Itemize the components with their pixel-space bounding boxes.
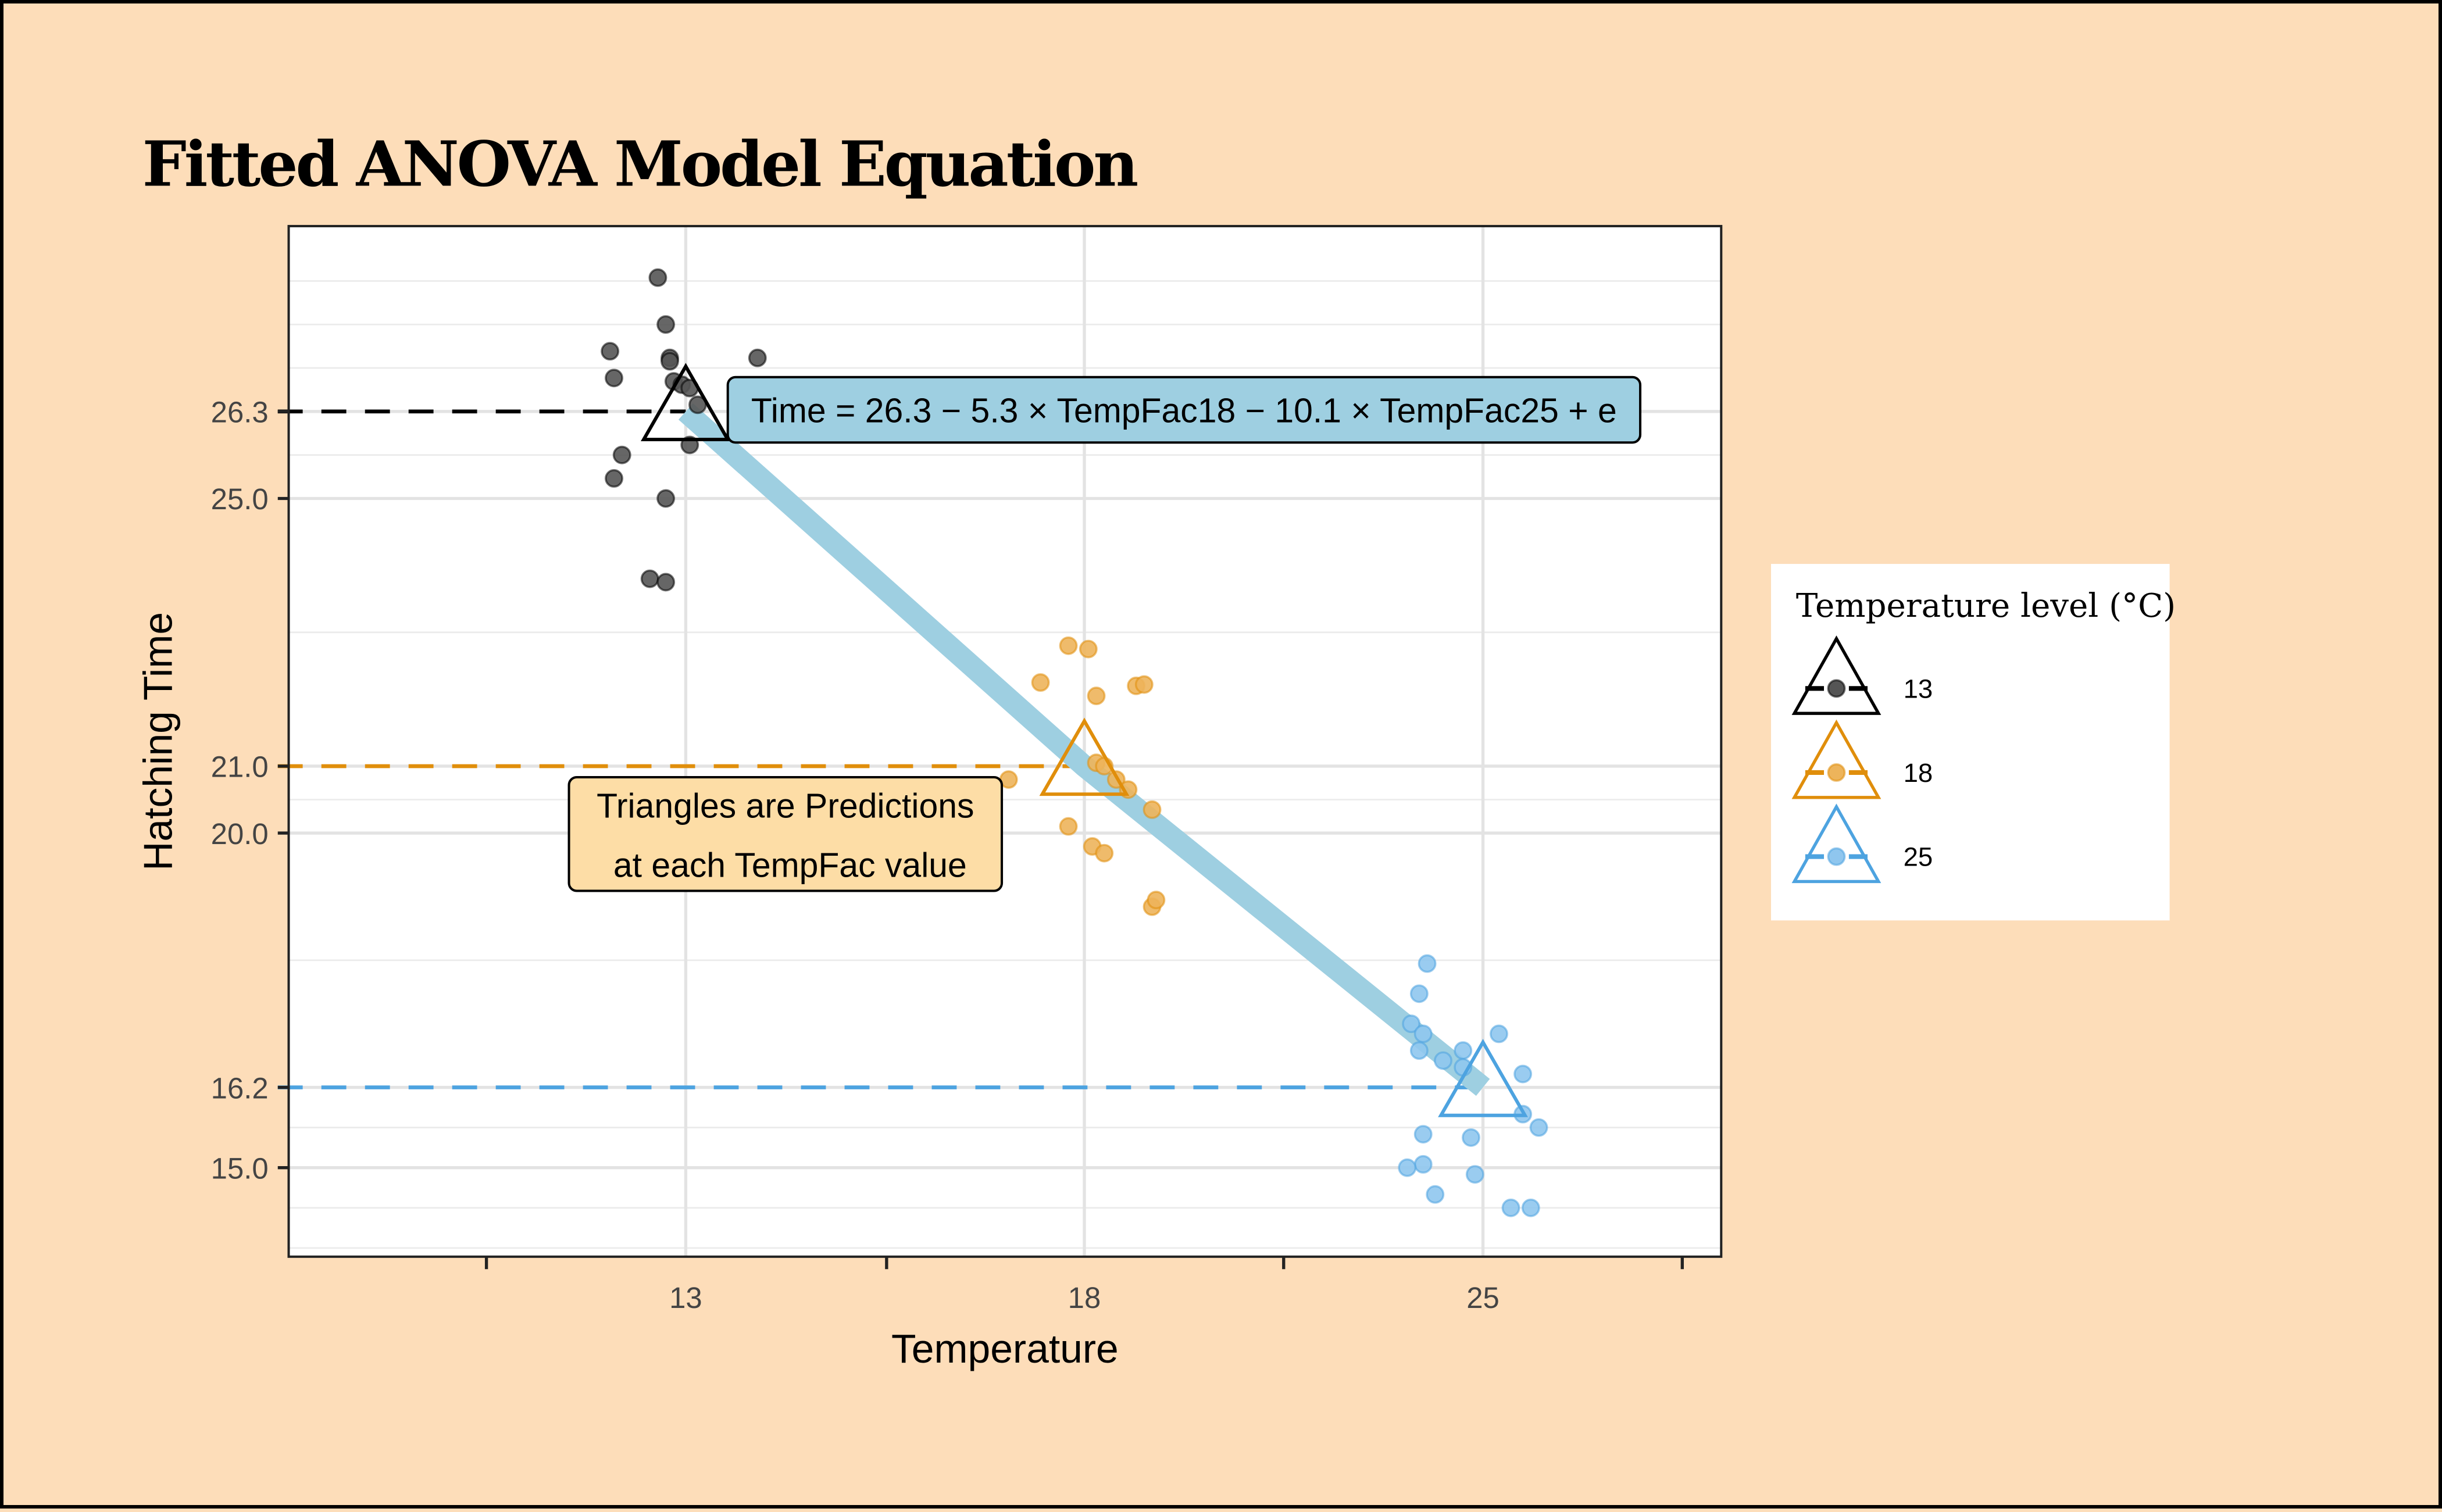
data-point-25 [1413, 1024, 1433, 1043]
note-line-2: at each TempFac value [613, 846, 967, 884]
data-point-25 [1434, 1051, 1452, 1070]
data-point-18 [1095, 843, 1114, 863]
data-point-25 [1418, 954, 1437, 973]
data-point-25 [1409, 1041, 1429, 1060]
data-point-13 [748, 348, 767, 367]
data-point-25 [1490, 1024, 1508, 1043]
data-point-25 [1465, 1165, 1484, 1184]
data-point-18 [1031, 673, 1050, 692]
legend-item-18: 18 [1791, 719, 1933, 799]
data-point-25 [1426, 1185, 1445, 1204]
prediction-triangle-18 [1039, 717, 1130, 796]
legend-label: 18 [1904, 758, 1933, 788]
data-point-25 [1409, 984, 1429, 1003]
panel-border [287, 224, 1723, 1258]
data-point-25 [1454, 1041, 1473, 1060]
legend-label: 25 [1904, 842, 1933, 872]
prediction-note-label: Triangles are Predictions at each TempFa… [567, 775, 1004, 892]
prediction-triangle-25 [1438, 1038, 1528, 1117]
y-tick-label: 26.3 [211, 396, 269, 429]
data-point-13 [656, 489, 676, 508]
equation-label: Time = 26.3 − 5.3 × TempFac18 − 10.1 × T… [726, 376, 1642, 444]
data-point-25 [1413, 1155, 1433, 1174]
prediction-reference-lines [277, 409, 1483, 1089]
data-point-18 [1059, 817, 1078, 836]
legend-item-13: 13 [1791, 635, 1933, 715]
x-axis-title: Temperature [891, 1326, 1119, 1371]
y-tick-label: 15.0 [211, 1152, 269, 1185]
y-tick-label: 25.0 [211, 482, 269, 516]
data-point-13 [605, 469, 623, 488]
data-point-13 [656, 315, 676, 334]
note-line-1: Triangles are Predictions [597, 788, 974, 825]
x-tick-label: 13 [669, 1281, 702, 1314]
data-point-13 [601, 342, 620, 361]
data-point-18 [1143, 800, 1162, 819]
data-point-25 [1462, 1128, 1480, 1147]
legend-point-icon [1827, 679, 1846, 698]
data-point-18 [1134, 675, 1154, 694]
legend-title: Temperature level (°C) [1796, 587, 2176, 625]
x-tick-label: 25 [1466, 1281, 1500, 1314]
prediction-triangle-13 [641, 363, 731, 441]
legend-triangle-icon [1791, 635, 1882, 715]
y-tick-label: 16.2 [211, 1071, 269, 1104]
data-point-13 [648, 268, 667, 287]
data-point-25 [1529, 1118, 1548, 1137]
y-tick-label: 21.0 [211, 750, 269, 784]
data-point-13 [640, 569, 659, 588]
y-axis: 15.0 16.2 20.0 21.0 25.0 26.3 [211, 396, 289, 1185]
x-tick-label: 18 [1068, 1281, 1101, 1314]
fit-line [678, 403, 1490, 1096]
data-points [601, 268, 1548, 1217]
data-point-18 [1087, 687, 1106, 706]
data-point-18 [1079, 639, 1098, 659]
data-point-25 [1521, 1198, 1540, 1217]
data-point-25 [1398, 1158, 1417, 1177]
data-point-13 [612, 445, 631, 464]
data-point-13 [656, 573, 676, 592]
data-point-18 [1147, 891, 1166, 910]
chart: Fitted ANOVA Model Equation 15.0 16.2 20.0… [135, 127, 2176, 1371]
fitted-model-line [678, 403, 1490, 1096]
y-tick-label: 20.0 [211, 817, 269, 850]
data-point-18 [1059, 636, 1078, 655]
data-point-25 [1413, 1125, 1433, 1144]
chart-title: Fitted ANOVA Model Equation [142, 127, 1138, 201]
data-point-25 [1513, 1064, 1533, 1084]
legend: Temperature level (°C) 13 18 25 [1770, 564, 2176, 921]
legend-triangle-icon [1791, 803, 1882, 884]
data-point-13 [605, 369, 623, 388]
legend-label: 13 [1904, 674, 1933, 703]
equation-text: Time = 26.3 − 5.3 × TempFac18 − 10.1 × T… [751, 392, 1617, 430]
legend-item-25: 25 [1791, 803, 1933, 884]
y-axis-title: Hatching Time [135, 612, 181, 871]
legend-triangle-icon [1791, 719, 1882, 799]
legend-point-icon [1827, 847, 1846, 866]
legend-point-icon [1827, 763, 1846, 782]
data-point-25 [1501, 1198, 1520, 1217]
x-axis: 13 18 25 [484, 1256, 1684, 1314]
data-point-25 [1402, 1014, 1421, 1034]
data-point-13 [661, 352, 679, 371]
prediction-triangles [641, 363, 1528, 1117]
